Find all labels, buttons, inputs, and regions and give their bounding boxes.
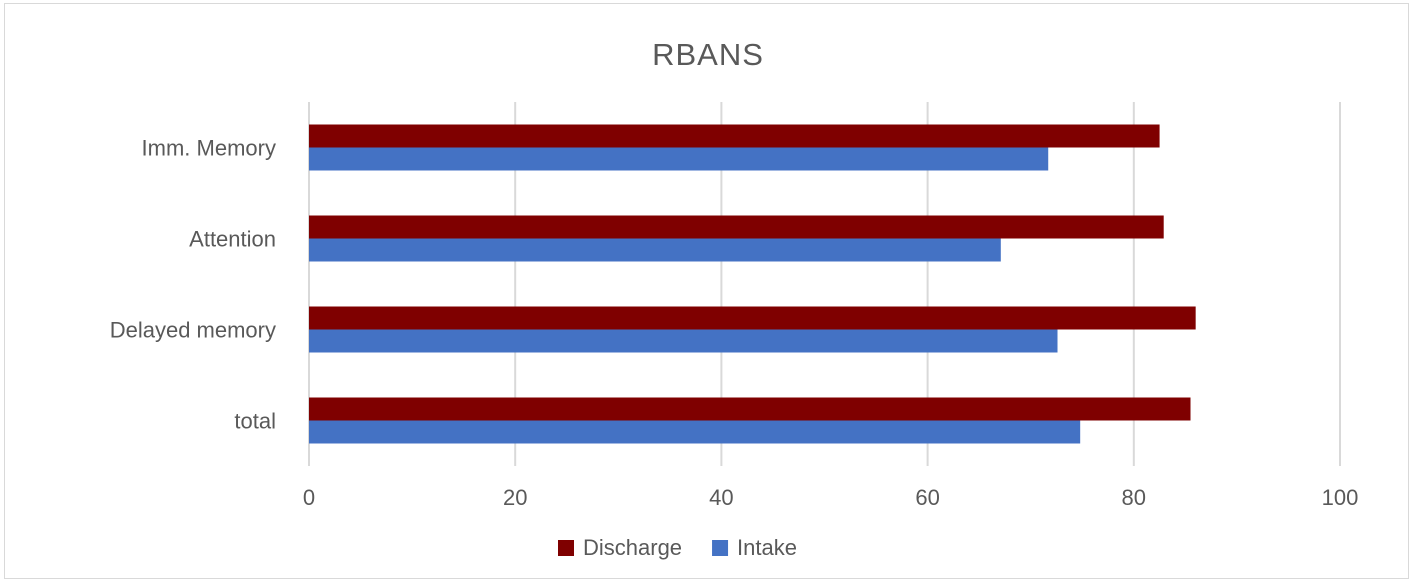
legend-label-intake: Intake [737,535,797,560]
legend: Discharge Intake [558,535,797,560]
category-label: total [234,409,276,434]
x-tick-label: 40 [709,485,733,510]
bars [309,124,1196,444]
legend-label-discharge: Discharge [583,535,682,560]
x-tick-label: 100 [1322,485,1359,510]
bar-intake-3 [309,420,1081,444]
category-label: Imm. Memory [142,136,276,161]
legend-swatch-discharge [558,540,574,556]
chart-frame: RBANS Imm. Memory Attention Delayed memory… [4,3,1409,579]
category-labels: Imm. Memory Attention Delayed memory total [110,136,276,434]
bar-discharge-2 [309,306,1196,330]
rbans-bar-chart: RBANS Imm. Memory Attention Delayed memory… [110,37,1359,560]
category-label: Attention [189,227,276,252]
x-tick-label: 60 [915,485,939,510]
bar-intake-2 [309,329,1058,353]
bar-intake-0 [309,147,1049,171]
bar-intake-1 [309,238,1001,262]
bar-discharge-0 [309,124,1160,148]
x-tick-label: 0 [303,485,315,510]
legend-swatch-intake [712,540,729,556]
bar-discharge-1 [309,215,1164,239]
bar-discharge-3 [309,397,1191,421]
chart-title: RBANS [652,37,764,72]
x-tick-label: 80 [1122,485,1146,510]
category-label: Delayed memory [110,318,276,343]
x-axis-ticks: 0 20 40 60 80 100 [303,485,1358,510]
x-tick-label: 20 [503,485,527,510]
